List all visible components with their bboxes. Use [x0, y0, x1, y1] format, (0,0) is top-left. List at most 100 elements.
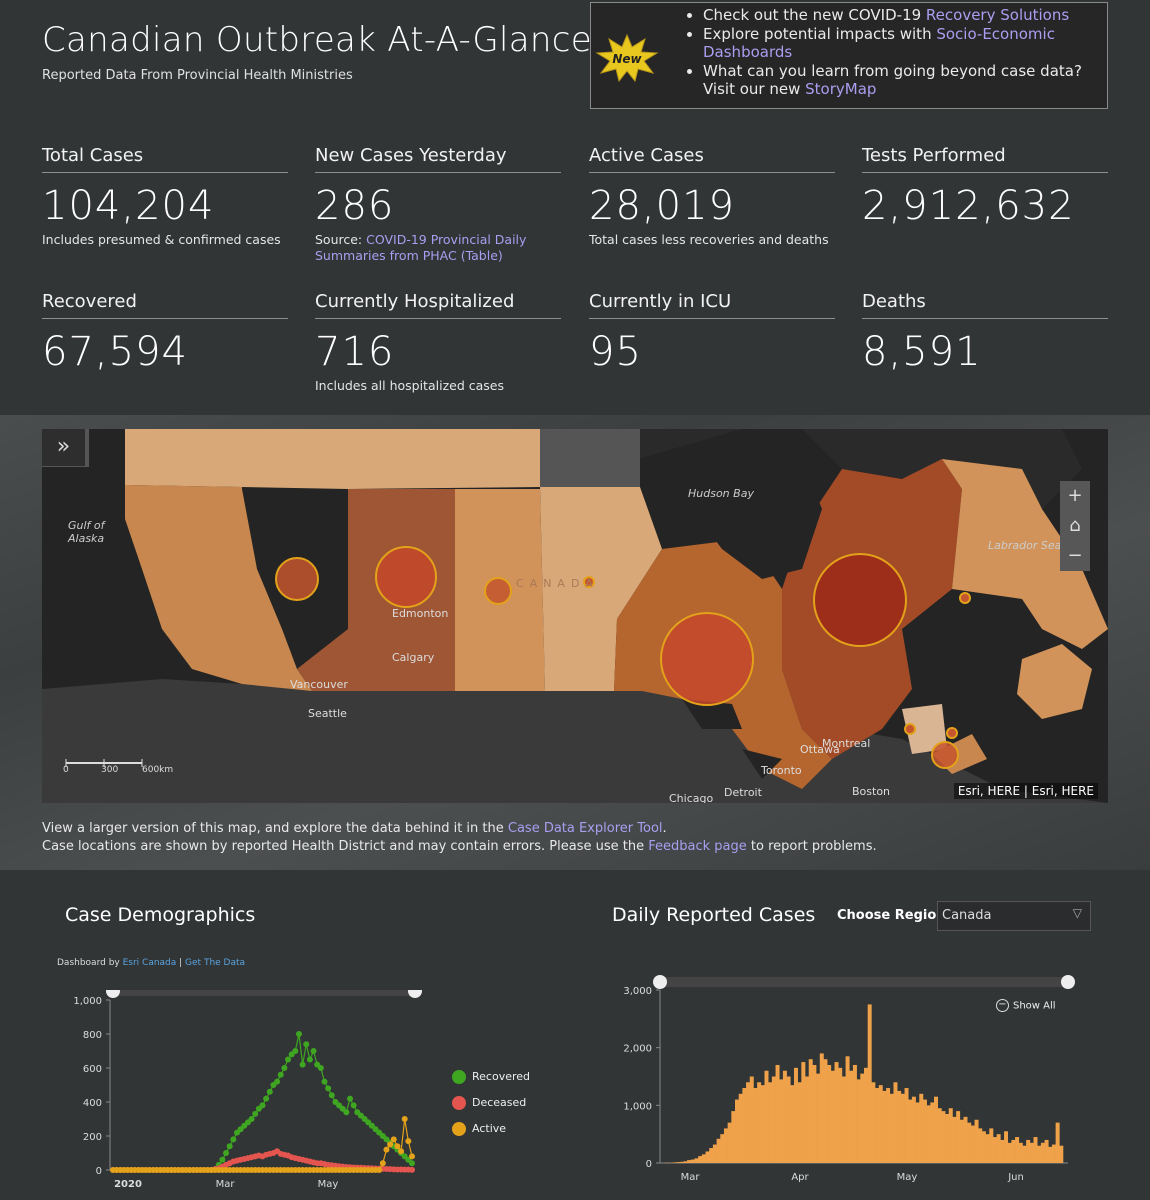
series-line-active [113, 1118, 413, 1171]
bar [845, 1056, 850, 1163]
case-bubble-pei [946, 727, 958, 739]
y-tick-label: 2,000 [623, 1044, 652, 1055]
bar [911, 1096, 916, 1163]
bar [746, 1082, 751, 1163]
label-calgary: Calgary [392, 651, 435, 664]
x-tick-label: Mar [681, 1172, 701, 1183]
home-button[interactable]: ⌂ [1069, 515, 1081, 536]
bar [1004, 1131, 1009, 1163]
map-section: Gulf of Alaska Hudson Bay Labrador Sea C… [0, 415, 1150, 870]
label-chicago: Chicago [669, 792, 714, 803]
daily-cases-chart[interactable]: 0 1,000 2,000 3,000 Mar Apr May Jun [610, 975, 1090, 1200]
phac-source-link[interactable]: COVID-19 Provincial Daily Summaries from… [315, 232, 527, 263]
stat-value: 8,591 [862, 329, 982, 375]
scroll-handle-left [653, 975, 667, 989]
bar [948, 1108, 953, 1163]
demographics-chart[interactable]: 0 200 400 600 800 1,000 2020 Mar May [60, 990, 440, 1200]
label-edmonton: Edmonton [392, 607, 449, 620]
region-newfoundland [1017, 644, 1092, 719]
data-point-recovered [285, 1056, 292, 1063]
map-attribution: Esri, HERE | Esri, HERE [953, 783, 1098, 799]
case-bubble-quebec [813, 553, 907, 647]
data-point-active [401, 1116, 408, 1122]
region-labrador [942, 459, 1108, 649]
y-tick-label: 200 [83, 1132, 102, 1143]
stat-value: 104,204 [42, 183, 215, 229]
case-data-explorer-link[interactable]: Case Data Explorer Tool [507, 821, 663, 836]
data-point-recovered [317, 1065, 324, 1071]
data-point-recovered [277, 1071, 284, 1078]
bar [934, 1096, 939, 1163]
x-tick-label: Apr [791, 1172, 809, 1183]
data-point-recovered [274, 1078, 281, 1085]
stat-deaths: Deaths 8,591 [862, 291, 1108, 375]
bar [875, 1088, 880, 1163]
region-select[interactable]: Canada ▽ [937, 901, 1091, 931]
data-point-recovered [321, 1078, 328, 1085]
legend-active[interactable]: Active [452, 1122, 506, 1136]
stat-label: Active Cases [589, 145, 835, 173]
bar [771, 1076, 776, 1163]
map-hudson-area [540, 429, 1082, 509]
label-boston: Boston [852, 785, 891, 798]
x-tick-label: Mar [216, 1179, 236, 1190]
show-all-button[interactable]: − Show All [996, 999, 1056, 1012]
bar [757, 1082, 762, 1163]
zoom-out-button[interactable]: − [1067, 545, 1083, 566]
get-data-link[interactable]: Get The Data [185, 958, 246, 968]
x-tick-label: May [897, 1172, 918, 1183]
label-canada: CANADA [516, 577, 599, 590]
bar [919, 1093, 924, 1163]
case-bubble-nb [904, 723, 916, 735]
bar [679, 1161, 684, 1163]
x-tick-label: 2020 [114, 1179, 142, 1190]
stat-value: 286 [315, 183, 395, 229]
legend-recovered[interactable]: Recovered [452, 1070, 530, 1084]
bar [779, 1079, 784, 1163]
bar [1000, 1139, 1005, 1163]
socio-economic-link[interactable]: Socio-Economic Dashboards [703, 24, 1055, 62]
case-bubble-manitoba [583, 576, 595, 588]
feedback-link[interactable]: Feedback page [648, 839, 747, 854]
bar [963, 1116, 968, 1163]
data-point-recovered [328, 1092, 335, 1099]
bar [1022, 1145, 1027, 1163]
bar [926, 1105, 931, 1163]
stat-value: 67,594 [42, 329, 188, 375]
legend-deceased[interactable]: Deceased [452, 1096, 526, 1110]
bar [797, 1082, 802, 1163]
bar [930, 1102, 935, 1163]
label-toronto: Toronto [761, 764, 802, 777]
region-alberta [297, 489, 455, 691]
case-map[interactable]: Gulf of Alaska Hudson Bay Labrador Sea C… [42, 429, 1108, 803]
region-select-value: Canada [942, 908, 992, 923]
region-nunavut [540, 429, 640, 487]
zoom-in-button[interactable]: + [1067, 485, 1083, 506]
charts-section: Case Demographics Dashboard by Esri Cana… [0, 870, 1150, 1200]
storymap-link[interactable]: StoryMap [805, 80, 877, 98]
map-great-lake [742, 749, 782, 779]
esri-canada-link[interactable]: Esri Canada [122, 958, 177, 968]
bar [959, 1119, 964, 1163]
map-note: View a larger version of this map, and e… [42, 820, 877, 856]
data-point-recovered [306, 1056, 313, 1063]
case-bubble-saskatchewan [484, 577, 512, 605]
bar [1018, 1142, 1023, 1163]
bar [838, 1067, 843, 1163]
series-line-recovered [113, 1033, 413, 1171]
recovery-solutions-link[interactable]: Recovery Solutions [925, 6, 1070, 24]
bar [823, 1059, 828, 1163]
bar [701, 1154, 706, 1163]
data-point-recovered [263, 1095, 270, 1102]
label-labrador: Labrador Sea [988, 539, 1062, 552]
data-point-recovered [409, 1160, 415, 1167]
stat-tests: Tests Performed 2,912,632 [862, 145, 1108, 229]
data-point-recovered [350, 1102, 357, 1109]
map-expand-button[interactable]: » [42, 429, 86, 467]
map-canvas[interactable] [42, 429, 1108, 803]
bar [915, 1102, 920, 1163]
data-point-recovered [266, 1088, 273, 1095]
bar [878, 1085, 883, 1163]
bar [742, 1088, 747, 1163]
stat-value: 716 [315, 329, 395, 375]
